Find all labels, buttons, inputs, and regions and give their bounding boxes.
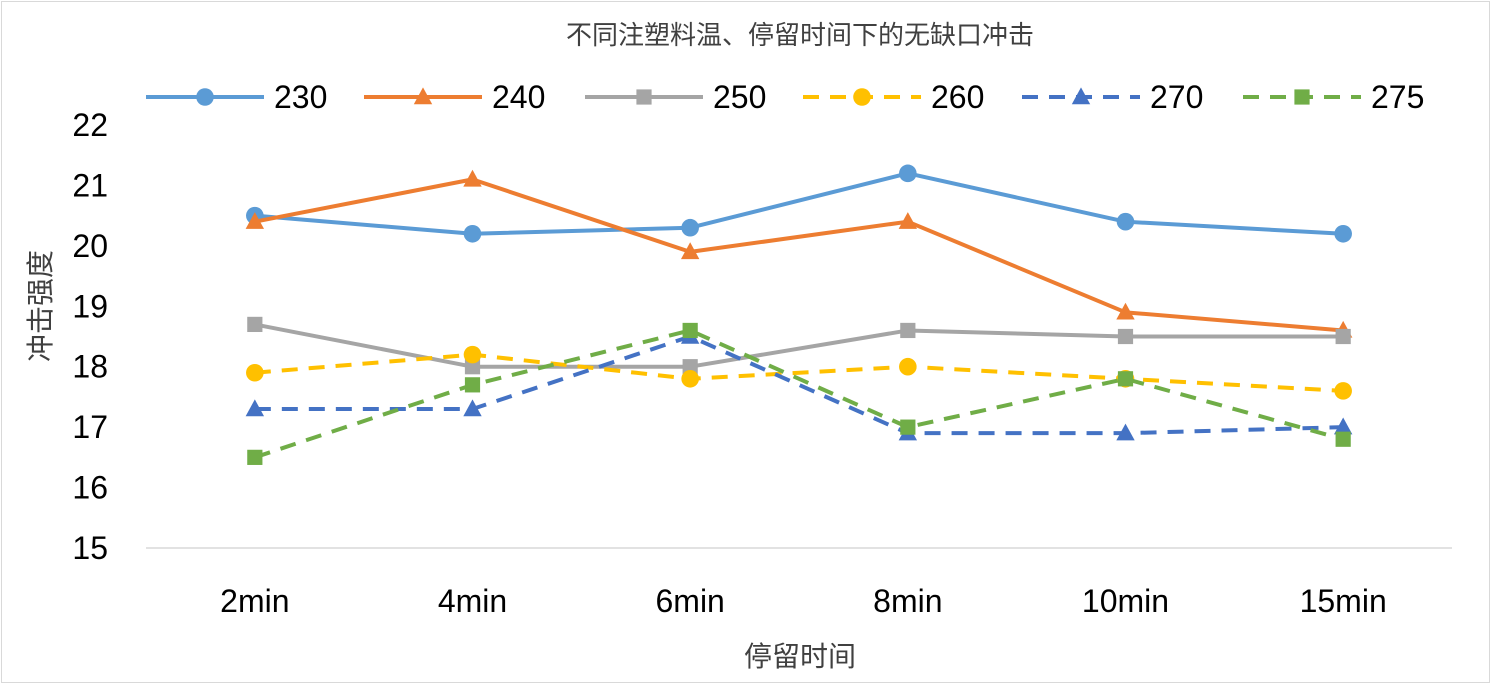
data-point bbox=[899, 164, 917, 183]
legend-item-240: 240 bbox=[364, 79, 545, 115]
y-tick-label: 21 bbox=[72, 167, 108, 203]
y-tick-label: 17 bbox=[72, 409, 108, 445]
data-point bbox=[900, 419, 916, 435]
x-axis-ticks: 2min 4min 6min 8min 10min 15min bbox=[220, 583, 1387, 619]
legend-item-250: 250 bbox=[585, 79, 766, 115]
series-line bbox=[254, 177, 1344, 333]
legend-item-275: 275 bbox=[1243, 79, 1424, 115]
data-point bbox=[245, 212, 265, 229]
series-230 bbox=[246, 164, 1352, 243]
y-tick-label: 18 bbox=[72, 349, 108, 385]
y-axis-ticks: 15 16 17 18 19 20 21 22 bbox=[72, 107, 108, 566]
data-point bbox=[464, 377, 481, 393]
legend-marker bbox=[1071, 87, 1091, 105]
legend-item-230: 230 bbox=[146, 79, 327, 115]
data-point bbox=[1116, 423, 1135, 441]
y-tick-label: 20 bbox=[72, 228, 108, 264]
x-axis-title: 停留时间 bbox=[744, 640, 856, 673]
series-group bbox=[245, 164, 1353, 465]
data-point bbox=[463, 169, 482, 187]
series-240 bbox=[245, 169, 1353, 338]
x-tick-label: 15min bbox=[1300, 583, 1387, 619]
legend-marker bbox=[853, 88, 871, 106]
data-point bbox=[1116, 212, 1135, 231]
legend-label: 250 bbox=[713, 79, 766, 115]
data-point bbox=[682, 359, 698, 375]
data-point bbox=[463, 399, 482, 417]
data-point bbox=[1335, 328, 1351, 345]
series-275 bbox=[247, 322, 1351, 465]
legend-marker bbox=[1294, 89, 1310, 105]
data-point bbox=[1334, 224, 1352, 243]
y-tick-label: 19 bbox=[72, 288, 108, 324]
data-point bbox=[681, 218, 699, 237]
data-point bbox=[900, 322, 916, 339]
x-tick-label: 4min bbox=[438, 583, 507, 619]
y-tick-label: 22 bbox=[72, 107, 108, 143]
data-point bbox=[1334, 382, 1352, 400]
data-point bbox=[247, 449, 263, 465]
data-point bbox=[247, 316, 263, 333]
x-tick-label: 10min bbox=[1082, 583, 1169, 619]
chart-title: 不同注塑料温、停留时间下的无缺口冲击 bbox=[566, 21, 1034, 51]
data-point bbox=[1117, 328, 1134, 345]
data-point bbox=[1117, 371, 1134, 387]
series-line bbox=[254, 171, 1344, 236]
x-tick-label: 2min bbox=[220, 583, 289, 619]
legend-marker bbox=[196, 88, 214, 106]
series-line bbox=[254, 334, 1344, 436]
data-point bbox=[464, 359, 481, 375]
legend-label: 230 bbox=[274, 79, 327, 115]
series-line bbox=[254, 328, 1344, 460]
y-tick-label: 16 bbox=[72, 470, 108, 506]
series-line bbox=[254, 352, 1344, 393]
x-tick-label: 6min bbox=[655, 583, 724, 619]
data-point bbox=[682, 322, 698, 339]
y-tick-label: 15 bbox=[72, 530, 108, 566]
data-point bbox=[1333, 417, 1353, 435]
series-270 bbox=[245, 326, 1353, 441]
data-point bbox=[245, 399, 265, 417]
x-tick-label: 8min bbox=[873, 583, 942, 619]
legend-item-270: 270 bbox=[1022, 79, 1203, 115]
legend-item-260: 260 bbox=[803, 79, 984, 115]
series-line bbox=[254, 322, 1344, 369]
legend-label: 260 bbox=[931, 79, 984, 115]
data-point bbox=[681, 370, 699, 388]
data-point bbox=[899, 357, 917, 376]
legend-label: 275 bbox=[1371, 79, 1424, 115]
legend-label: 270 bbox=[1150, 79, 1203, 115]
data-point bbox=[246, 363, 264, 382]
legend-marker bbox=[636, 89, 652, 105]
legend: 230 240 250 260 270 275 bbox=[146, 79, 1424, 115]
data-point bbox=[680, 242, 700, 260]
y-axis-title: 冲击强度 bbox=[24, 250, 57, 362]
legend-marker bbox=[413, 87, 433, 105]
series-250 bbox=[247, 316, 1351, 375]
legend-label: 240 bbox=[492, 79, 545, 115]
data-point bbox=[463, 345, 482, 364]
data-point bbox=[463, 224, 482, 243]
data-point bbox=[898, 212, 918, 229]
data-point bbox=[1116, 302, 1135, 320]
data-point bbox=[1335, 431, 1351, 447]
